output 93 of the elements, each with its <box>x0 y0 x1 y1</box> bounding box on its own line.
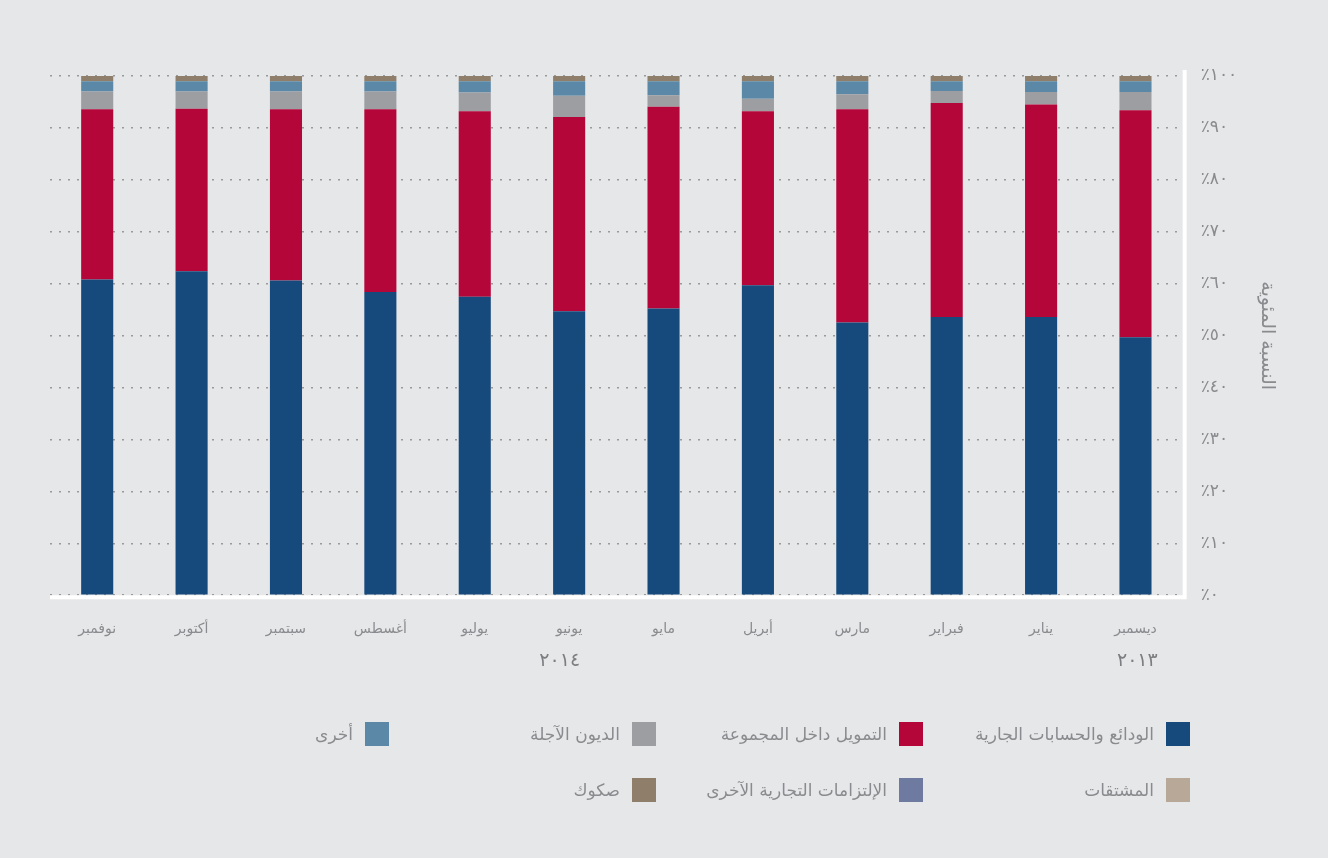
bar <box>836 76 869 82</box>
bar <box>741 98 774 112</box>
bar <box>930 76 963 82</box>
bar <box>1025 81 1058 93</box>
legend-label: المشتقات <box>1084 780 1154 800</box>
bar <box>1119 337 1152 595</box>
bar <box>647 76 680 82</box>
y-tick-label: ٪٦٠ <box>1200 272 1229 293</box>
bar <box>553 76 586 82</box>
x-tick-label: أبريل <box>742 619 774 638</box>
x-tick-label: فبراير <box>928 620 964 638</box>
y-tick-label: ٪٥٠ <box>1200 324 1229 345</box>
bar <box>458 76 491 82</box>
bar <box>175 91 208 109</box>
bar <box>175 271 208 595</box>
legend-label: الودائع والحسابات الجارية <box>974 724 1154 744</box>
x-tick-label: يوليو <box>460 620 489 638</box>
bar <box>269 81 303 92</box>
bar <box>930 91 963 103</box>
x-tick-label: ديسمبر <box>1113 620 1157 638</box>
x-tick-label: يناير <box>1028 620 1054 638</box>
bar <box>269 76 303 82</box>
bar <box>930 81 963 92</box>
bar <box>836 322 869 595</box>
legend-label: أخرى <box>315 724 353 744</box>
bar <box>175 76 208 82</box>
bar <box>364 109 397 292</box>
bar <box>1119 110 1152 338</box>
legend-label: صكوك <box>573 780 620 800</box>
y-axis-title: النسبة المئوية <box>1256 281 1280 390</box>
bar <box>930 103 963 317</box>
y-tick-label: ٪٣٠ <box>1200 427 1229 448</box>
bar <box>458 81 491 93</box>
bar <box>364 76 397 82</box>
bar <box>741 111 774 286</box>
bar <box>1119 76 1152 82</box>
bar <box>364 291 397 595</box>
bar <box>647 81 680 96</box>
bar <box>553 311 586 595</box>
bar <box>553 95 586 118</box>
y-tick-label: ٪٧٠ <box>1200 220 1229 241</box>
legend-label: الإلتزامات التجارية الآخرى <box>706 780 887 800</box>
y-tick-label: ٪١٠٠ <box>1200 64 1238 85</box>
bar <box>647 95 680 107</box>
bar <box>741 81 774 99</box>
y-tick-label: ٪٨٠ <box>1200 168 1229 189</box>
y-tick-label: ٪٩٠ <box>1200 116 1229 137</box>
bar <box>836 94 869 110</box>
bar <box>364 91 397 110</box>
bar <box>836 81 869 95</box>
x-tick-label: مارس <box>834 620 871 638</box>
bar <box>175 108 208 272</box>
bar <box>1025 76 1058 82</box>
bar <box>1025 104 1058 317</box>
legend-label: الديون الآجلة <box>530 724 620 744</box>
bar <box>1119 92 1152 111</box>
bar <box>1119 81 1152 93</box>
bar <box>269 109 303 281</box>
bar <box>269 280 303 595</box>
bar <box>647 308 680 595</box>
bar <box>930 316 963 595</box>
bar <box>175 81 208 92</box>
bar <box>741 76 774 82</box>
y-tick-label: ٪٤٠ <box>1200 375 1229 396</box>
x-tick-label: نوفمبر <box>77 620 117 638</box>
bar <box>647 106 680 309</box>
bar <box>269 91 303 110</box>
bar <box>741 285 774 595</box>
bar <box>81 109 114 280</box>
x-tick-label: سبتمبر <box>264 620 307 638</box>
bar <box>1025 92 1058 105</box>
x-tick-label: مايو <box>651 620 675 638</box>
text: ٢٠١٣ <box>1116 648 1158 671</box>
x-tick-label: يونيو <box>554 620 583 638</box>
bar <box>81 91 114 110</box>
y-tick-label: ٪٢٠ <box>1200 479 1229 500</box>
bar <box>553 81 586 96</box>
y-tick-label: ٪٠ <box>1200 583 1219 604</box>
legend-label: التمويل داخل المجموعة <box>720 724 887 744</box>
bar <box>458 92 491 112</box>
bar <box>364 81 397 92</box>
bar <box>81 76 114 82</box>
bar <box>836 109 869 323</box>
bar <box>1025 316 1058 595</box>
y-tick-label: ٪١٠ <box>1200 531 1229 552</box>
bar <box>458 296 491 595</box>
bar <box>458 111 491 297</box>
bar <box>81 279 114 595</box>
x-tick-label: أكتوبر <box>173 619 209 638</box>
bar <box>81 81 114 92</box>
bar <box>553 117 586 312</box>
text: ٢٠١٤ <box>539 648 581 671</box>
x-tick-label: أغسطس <box>353 619 407 638</box>
